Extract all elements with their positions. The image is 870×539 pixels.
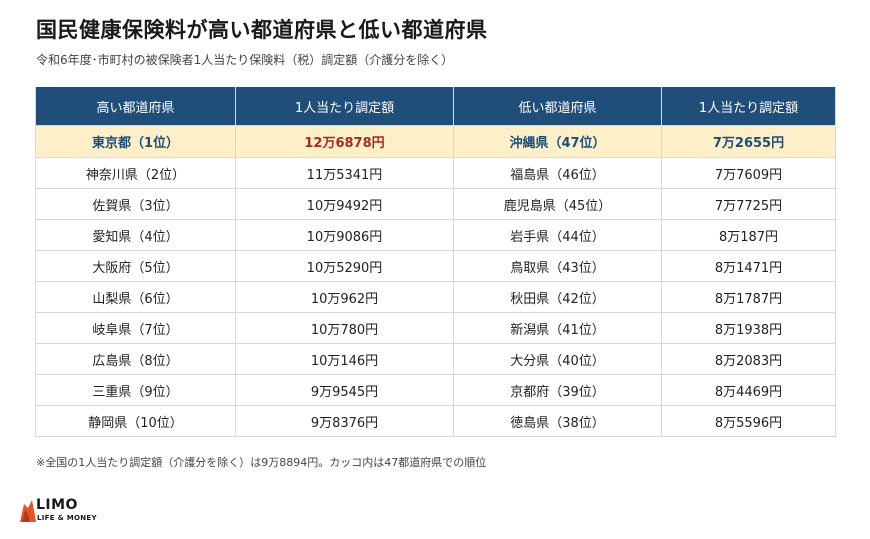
table-row: 神奈川県（2位） 11万5341円 福島県（46位） 7万7609円 [35, 157, 836, 189]
low-prefecture-cell: 新潟県（41位） [453, 312, 662, 344]
table-row: 静岡県（10位） 9万8376円 徳島県（38位） 8万5596円 [35, 405, 836, 437]
low-amount-cell: 8万1471円 [661, 250, 836, 282]
page-title: 国民健康保険料が高い都道府県と低い都道府県 [36, 18, 488, 42]
table-row: 大阪府（5位） 10万5290円 鳥取県（43位） 8万1471円 [35, 250, 836, 282]
low-amount-cell: 7万7609円 [661, 157, 836, 189]
low-prefecture-cell: 秋田県（42位） [453, 281, 662, 313]
header-high-prefecture: 高い都道府県 [35, 87, 236, 126]
high-amount-cell: 10万9492円 [235, 188, 454, 220]
high-prefecture-cell: 東京都（1位） [35, 125, 236, 158]
low-amount-cell: 7万7725円 [661, 188, 836, 220]
header-high-amount: 1人当たり調定額 [235, 87, 454, 126]
high-prefecture-cell: 三重県（9位） [35, 374, 236, 406]
low-prefecture-cell: 岩手県（44位） [453, 219, 662, 251]
high-prefecture-cell: 大阪府（5位） [35, 250, 236, 282]
logo-tagline: LIFE & MONEY [37, 514, 97, 522]
high-prefecture-cell: 岐阜県（7位） [35, 312, 236, 344]
premium-table: 高い都道府県 1人当たり調定額 低い都道府県 1人当たり調定額 東京都（1位） … [35, 87, 836, 437]
low-prefecture-cell: 福島県（46位） [453, 157, 662, 189]
low-amount-cell: 8万1787円 [661, 281, 836, 313]
low-prefecture-cell: 鳥取県（43位） [453, 250, 662, 282]
header-low-amount: 1人当たり調定額 [661, 87, 836, 126]
high-prefecture-cell: 静岡県（10位） [35, 405, 236, 437]
low-prefecture-cell: 鹿児島県（45位） [453, 188, 662, 220]
high-amount-cell: 9万8376円 [235, 405, 454, 437]
high-amount-cell: 10万146円 [235, 343, 454, 375]
low-amount-cell: 8万187円 [661, 219, 836, 251]
low-amount-cell: 8万4469円 [661, 374, 836, 406]
low-prefecture-cell: 徳島県（38位） [453, 405, 662, 437]
low-amount-cell: 8万5596円 [661, 405, 836, 437]
high-prefecture-cell: 山梨県（6位） [35, 281, 236, 313]
footnote: ※全国の1人当たり調定額（介護分を除く）は9万8894円。カッコ内は47都道府県… [36, 456, 487, 469]
high-amount-cell: 10万962円 [235, 281, 454, 313]
low-prefecture-cell: 京都府（39位） [453, 374, 662, 406]
table-row: 愛知県（4位） 10万9086円 岩手県（44位） 8万187円 [35, 219, 836, 251]
low-amount-cell: 8万2083円 [661, 343, 836, 375]
table-row: 広島県（8位） 10万146円 大分県（40位） 8万2083円 [35, 343, 836, 375]
low-amount-cell: 8万1938円 [661, 312, 836, 344]
header-low-prefecture: 低い都道府県 [453, 87, 662, 126]
limo-logo-icon [20, 500, 36, 522]
high-amount-cell: 10万9086円 [235, 219, 454, 251]
high-prefecture-cell: 愛知県（4位） [35, 219, 236, 251]
table-row: 佐賀県（3位） 10万9492円 鹿児島県（45位） 7万7725円 [35, 188, 836, 220]
high-amount-cell: 10万5290円 [235, 250, 454, 282]
high-amount-cell: 10万780円 [235, 312, 454, 344]
logo-name: LIMO [36, 497, 78, 513]
high-prefecture-cell: 佐賀県（3位） [35, 188, 236, 220]
low-amount-cell: 7万2655円 [661, 125, 836, 158]
low-prefecture-cell: 沖縄県（47位） [453, 125, 662, 158]
table-row: 三重県（9位） 9万9545円 京都府（39位） 8万4469円 [35, 374, 836, 406]
high-amount-cell: 11万5341円 [235, 157, 454, 189]
high-prefecture-cell: 広島県（8位） [35, 343, 236, 375]
table-header-row: 高い都道府県 1人当たり調定額 低い都道府県 1人当たり調定額 [35, 87, 836, 126]
high-prefecture-cell: 神奈川県（2位） [35, 157, 236, 189]
table-row-highlight: 東京都（1位） 12万6878円 沖縄県（47位） 7万2655円 [35, 125, 836, 158]
low-prefecture-cell: 大分県（40位） [453, 343, 662, 375]
table-row: 山梨県（6位） 10万962円 秋田県（42位） 8万1787円 [35, 281, 836, 313]
page-subtitle: 令和6年度･市町村の被保険者1人当たり保険料（税）調定額（介護分を除く） [36, 53, 454, 67]
high-amount-cell: 9万9545円 [235, 374, 454, 406]
high-amount-cell: 12万6878円 [235, 125, 454, 158]
table-row: 岐阜県（7位） 10万780円 新潟県（41位） 8万1938円 [35, 312, 836, 344]
